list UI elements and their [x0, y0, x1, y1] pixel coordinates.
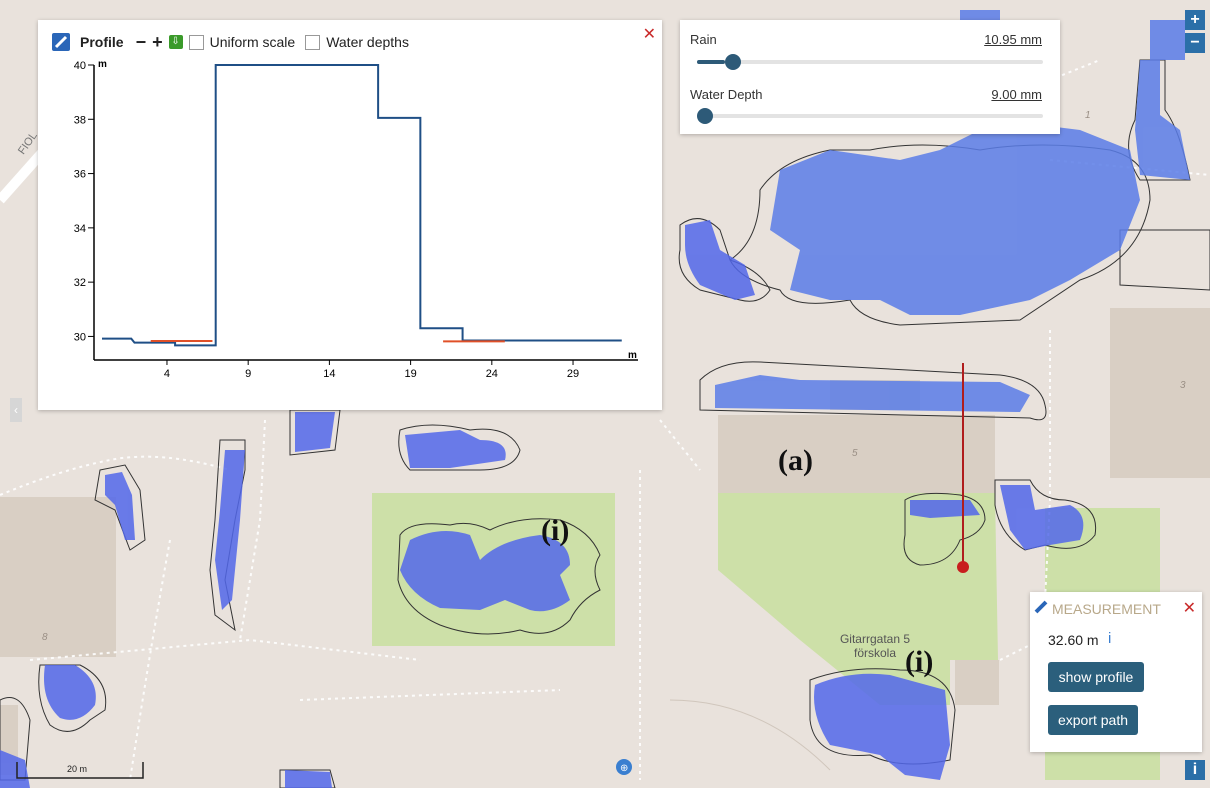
x-tick-label: 19: [404, 368, 416, 380]
annotation-label-i: (i): [905, 645, 934, 678]
rain-slider-track[interactable]: [697, 54, 1043, 70]
place-name-label: Gitarrgatan 5 förskola: [820, 632, 930, 660]
measurement-title: MEASUREMENT: [1052, 601, 1161, 617]
scale-bar: [16, 762, 144, 779]
ruler-icon: [52, 33, 70, 51]
water-depth-slider-handle[interactable]: [697, 108, 713, 124]
uniform-scale-checkbox[interactable]: [188, 34, 204, 50]
y-tick-label: 34: [74, 223, 86, 235]
info-button[interactable]: i: [1185, 760, 1205, 780]
rain-label: Rain: [690, 32, 717, 47]
flood-area: [814, 673, 950, 780]
profile-title: Profile: [80, 34, 124, 50]
house-number-label: 8: [42, 632, 48, 643]
uniform-scale-label: Uniform scale: [209, 34, 296, 50]
flood-area: [1150, 20, 1185, 60]
place-name-line: Gitarrgatan 5: [839, 632, 911, 646]
x-tick-label: 14: [323, 368, 335, 380]
flood-area: [1135, 60, 1190, 180]
y-unit-label: m: [98, 60, 107, 70]
x-tick-label: 29: [567, 368, 579, 380]
scale-label: 20 m: [67, 764, 88, 774]
water-depth-label: Water Depth: [690, 87, 763, 102]
y-tick-label: 30: [74, 331, 86, 343]
y-tick-label: 32: [74, 277, 86, 289]
profile-series-line: [102, 64, 622, 347]
zoom-out-profile-button[interactable]: −: [135, 31, 147, 52]
y-tick-label: 40: [74, 60, 86, 72]
zoom-out-button[interactable]: −: [1185, 33, 1205, 53]
flood-area: [215, 450, 245, 610]
rain-slider-handle[interactable]: [724, 54, 741, 70]
house-number-label: 1: [1085, 110, 1091, 121]
building: [1110, 308, 1210, 478]
flood-area: [685, 220, 755, 300]
flood-area: [910, 500, 980, 518]
zoom-in-profile-button[interactable]: +: [152, 31, 163, 52]
building: [0, 497, 116, 657]
flood-area: [715, 375, 1030, 412]
y-tick-label: 38: [74, 114, 86, 126]
zoom-in-button[interactable]: +: [1185, 10, 1205, 30]
place-name-line: förskola: [853, 646, 897, 660]
water-depths-label: Water depths: [326, 34, 409, 50]
x-unit-label: m: [628, 350, 637, 361]
water-depths-checkbox[interactable]: [305, 34, 321, 50]
rain-value: 10.95 mm: [984, 32, 1042, 47]
flood-area: [1000, 485, 1084, 550]
measurement-info-icon[interactable]: i: [1108, 630, 1112, 647]
house-number-label: 3: [1180, 380, 1186, 391]
location-icon[interactable]: [616, 759, 632, 775]
flood-area: [405, 430, 506, 468]
profile-header: Profile − + ⇩ Uniform scale Water depths: [52, 32, 409, 52]
annotation-label-i: (i): [541, 514, 570, 547]
download-icon[interactable]: ⇩: [168, 35, 183, 49]
annotation-label-a: (a): [778, 444, 813, 477]
flood-area: [285, 770, 332, 788]
water-depth-slider-track[interactable]: [697, 108, 1043, 124]
flood-area: [400, 531, 570, 612]
x-tick-label: 4: [164, 368, 170, 380]
svg-text:⊕: ⊕: [620, 763, 628, 774]
left-panel-toggle[interactable]: ‹: [10, 398, 22, 422]
flood-area: [105, 472, 135, 540]
export-path-button[interactable]: export path: [1048, 705, 1138, 735]
measurement-ruler-icon: [1034, 600, 1048, 614]
profile-close-button[interactable]: ✕: [642, 26, 656, 43]
water-depth-value: 9.00 mm: [991, 87, 1042, 102]
flood-area: [44, 665, 96, 720]
slider-panel: Rain 10.95 mm Water Depth 9.00 mm: [680, 20, 1060, 134]
profile-chart: 30 32 34 36 38 40 4 9 14 19 24 29 m m: [74, 60, 638, 380]
measurement-distance: 32.60 m: [1048, 632, 1099, 648]
measurement-endpoint[interactable]: [957, 561, 969, 573]
measurement-close-button[interactable]: ✕: [1182, 600, 1196, 617]
flood-area: [770, 120, 1140, 315]
y-tick-label: 36: [74, 169, 86, 181]
house-number-label: 5: [852, 448, 858, 459]
profile-panel: Profile − + ⇩ Uniform scale Water depths…: [38, 20, 662, 410]
building: [955, 660, 999, 705]
building: [718, 415, 995, 493]
x-tick-label: 9: [245, 368, 251, 380]
park-area: [718, 493, 998, 705]
flood-area: [295, 412, 335, 452]
rain-slider-fill: [697, 60, 725, 64]
x-tick-label: 24: [486, 368, 498, 380]
show-profile-button[interactable]: show profile: [1048, 662, 1144, 692]
measurement-panel: MEASUREMENT ✕ 32.60 m i show profile exp…: [1030, 592, 1202, 752]
